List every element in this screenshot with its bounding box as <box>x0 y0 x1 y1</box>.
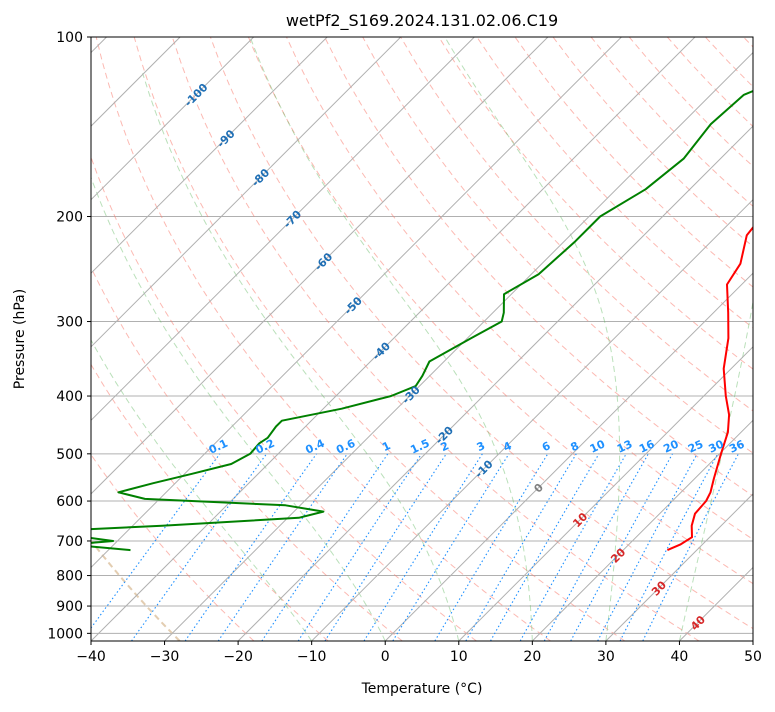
chart-title: wetPf2_S169.2024.131.02.06.C19 <box>286 11 558 31</box>
isotherm-label: 0 <box>531 481 546 496</box>
y-tick-label: 900 <box>56 599 83 615</box>
mixing-ratio-label: 30 <box>706 437 726 455</box>
y-axis-label: Pressure (hPa) <box>12 289 28 389</box>
isotherm <box>679 37 775 641</box>
isotherm <box>606 37 775 641</box>
mixing-ratio-line <box>620 454 718 641</box>
dry-adiabat <box>210 37 773 641</box>
moist-adiabat <box>76 133 385 641</box>
plot-frame <box>91 37 753 641</box>
mixing-ratio-label: 3 <box>475 439 487 454</box>
isotherms <box>0 37 775 641</box>
isotherm-label: -20 <box>433 424 456 447</box>
mixing-ratio-label: 4 <box>501 439 514 454</box>
isotherm-label: 40 <box>688 613 708 633</box>
y-tick-label: 500 <box>56 447 83 463</box>
mixing-ratio-line <box>364 454 482 641</box>
y-tick-label: 200 <box>56 210 83 226</box>
mixing-ratio-lines <box>82 454 739 641</box>
pressure-gridlines <box>91 37 753 633</box>
mixing-ratio-label: 36 <box>727 437 747 455</box>
x-tick-label: −30 <box>150 649 180 665</box>
dry-adiabat <box>134 37 625 641</box>
mixing-ratio-label: 6 <box>540 439 553 454</box>
isotherm <box>91 37 695 641</box>
dry-adiabat <box>515 37 775 641</box>
moist-adiabats <box>27 37 770 641</box>
dry-adiabat <box>0 37 328 641</box>
moist-adiabat <box>679 37 769 641</box>
isotherm <box>532 37 775 641</box>
isotherm <box>238 37 775 641</box>
x-tick-label: 30 <box>597 649 615 665</box>
x-tick-label: 10 <box>450 649 468 665</box>
dry-adiabat <box>439 37 775 641</box>
y-tick-label: 800 <box>56 569 83 585</box>
isotherm-label: 20 <box>608 545 628 565</box>
y-tick-label: 300 <box>56 315 83 331</box>
dry-adiabat <box>743 37 775 641</box>
isotherm <box>0 37 401 641</box>
mixing-ratio-line <box>598 454 698 641</box>
mixing-ratio-label: 20 <box>661 437 681 455</box>
x-tick-label: 40 <box>671 649 689 665</box>
x-axis-ticks: −40 −30 −20 −10 0 10 20 30 40 50 <box>76 641 762 665</box>
mixing-ratio-label: 16 <box>637 437 657 455</box>
mixing-ratio-line <box>435 454 548 641</box>
x-tick-label: 50 <box>744 649 762 665</box>
x-tick-label: −20 <box>223 649 253 665</box>
dry-adiabat <box>705 37 775 641</box>
isotherm <box>0 37 548 641</box>
dry-adiabat <box>96 37 550 641</box>
x-tick-label: −10 <box>297 649 327 665</box>
x-tick-label: −40 <box>76 649 106 665</box>
x-axis-label: Temperature (°C) <box>361 681 483 697</box>
x-tick-label: 0 <box>381 649 390 665</box>
dry-adiabat <box>667 37 775 641</box>
y-tick-label: 1000 <box>47 626 83 642</box>
moist-adiabat <box>250 37 532 641</box>
isotherm <box>385 37 775 641</box>
y-tick-label: 400 <box>56 389 83 405</box>
y-tick-label: 100 <box>56 30 83 46</box>
dry-adiabat <box>58 37 476 641</box>
isotherm-label: -100 <box>182 81 211 110</box>
dry-adiabats <box>0 37 775 641</box>
mixing-ratio-label: 13 <box>615 438 634 456</box>
x-tick-label: 20 <box>523 649 541 665</box>
mixing-ratio-label: 25 <box>686 438 705 456</box>
y-tick-label: 600 <box>56 494 83 510</box>
mixing-ratio-line <box>132 454 267 641</box>
mixing-ratio-line <box>218 454 347 641</box>
isotherm <box>17 37 621 641</box>
mixing-ratio-label: 10 <box>588 437 608 455</box>
isotherm <box>753 37 775 641</box>
y-axis-ticks: 100 200 300 400 500 600 700 800 900 1000 <box>47 30 91 642</box>
mixing-ratio-line <box>298 454 421 641</box>
isotherm <box>165 37 769 641</box>
dry-adiabat <box>20 37 402 641</box>
y-tick-label: 700 <box>56 534 83 550</box>
dry-adiabat <box>477 37 775 641</box>
mixing-ratio-line <box>571 454 673 641</box>
mixing-ratio-line <box>325 454 446 641</box>
dry-adiabat <box>363 37 775 641</box>
isotherm-label: -90 <box>214 127 237 150</box>
